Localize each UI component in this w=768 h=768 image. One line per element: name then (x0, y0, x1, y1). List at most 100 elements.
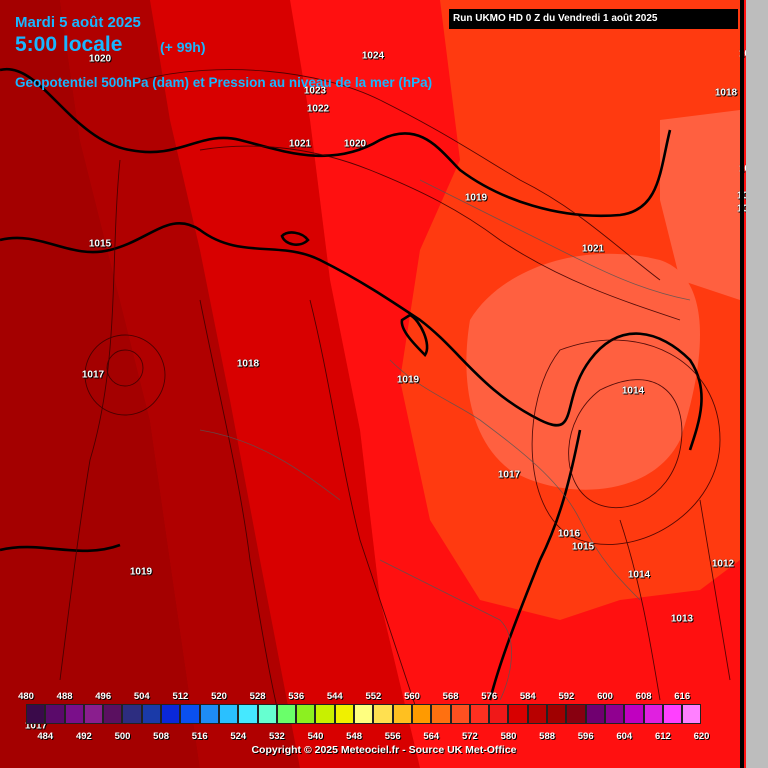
legend-bottom-label: 604 (616, 731, 633, 742)
geopotential-contours (0, 67, 703, 701)
contour-thick-2 (0, 222, 703, 451)
pressure-label: 1018 (714, 87, 738, 99)
legend-top-label: 600 (597, 691, 613, 702)
legend-swatch (373, 704, 393, 724)
legend-swatch (296, 704, 316, 724)
legend-bottom-label: 564 (423, 731, 440, 742)
isobar-low-west-outer (84, 334, 166, 416)
legend-bottom-label: 580 (500, 731, 517, 742)
legend-top-label: 584 (519, 691, 536, 702)
isobar-1 (139, 69, 661, 281)
right-scroll-strip (746, 0, 768, 768)
isobar-9 (699, 499, 731, 681)
pressure-label: 1022 (306, 103, 330, 115)
isobar-7 (531, 339, 721, 545)
contour-thick-6 (280, 231, 310, 246)
legend-top-label: 616 (674, 691, 691, 702)
legend-swatch (141, 704, 162, 724)
pressure-label: 1015 (571, 541, 595, 553)
field-588-mid (150, 0, 420, 768)
legend-swatch (218, 704, 239, 724)
contour-thick-1 (0, 67, 672, 217)
legend-swatch (180, 704, 200, 724)
pressure-label: 1020 (343, 138, 367, 150)
legend-bottom-label: 524 (230, 731, 247, 742)
forecast-local-time: 5:00 locale (15, 33, 123, 56)
pressure-label: 1024 (361, 50, 385, 62)
legend-top-label: 576 (481, 691, 498, 702)
pressure-label: 1021 (581, 243, 605, 255)
legend-bottom-label: 516 (191, 731, 208, 742)
legend-swatch (238, 704, 258, 724)
legend-bottom-label: 596 (577, 731, 594, 742)
isobar-6 (568, 379, 683, 509)
parameter-title: Geopotentiel 500hPa (dam) et Pression au… (15, 75, 433, 90)
legend-top-label: 568 (442, 691, 459, 702)
forecast-date: Mardi 5 août 2025 (15, 14, 141, 31)
legend-top-label: 488 (56, 691, 73, 702)
legend-swatch (411, 704, 432, 724)
legend-top-label: 536 (288, 691, 305, 702)
legend-swatch (257, 704, 277, 724)
pressure-label: 1019 (464, 192, 488, 204)
pressure-label: 1017 (24, 720, 48, 732)
legend-top-label: 544 (326, 691, 343, 702)
pressure-label: 1018 (236, 358, 260, 370)
legend-bottom-label: 620 (693, 731, 710, 742)
legend-bottom-label: 508 (153, 731, 170, 742)
field-584 (60, 0, 300, 768)
legend-swatch (392, 704, 412, 724)
legend-bottom-label: 540 (307, 731, 324, 742)
legend-swatch (26, 704, 46, 724)
coastline-2 (389, 359, 641, 601)
legend-bottom-label: 532 (268, 731, 285, 742)
legend-top-label: 608 (635, 691, 652, 702)
legend-bottom-label: 484 (37, 731, 54, 742)
legend-bottom-label: 612 (654, 731, 671, 742)
legend-swatch (508, 704, 528, 724)
coastlines (199, 179, 691, 701)
legend-top-label: 528 (249, 691, 266, 702)
legend-swatch (469, 704, 490, 724)
legend-swatch (566, 704, 586, 724)
pressure-label: 1020 (88, 53, 112, 65)
coastline-4 (199, 429, 341, 501)
legend-swatch (64, 704, 84, 724)
isobar-4 (199, 299, 281, 721)
legend-top-label: 592 (558, 691, 575, 702)
legend-swatch (276, 704, 297, 724)
legend-bottom-label: 556 (384, 731, 401, 742)
legend-swatch (334, 704, 355, 724)
contour-thick-3 (488, 429, 582, 701)
legend-swatch (450, 704, 470, 724)
legend-top-label: 504 (133, 691, 150, 702)
legend-swatch (547, 704, 567, 724)
pressure-label: 1021 (288, 138, 312, 150)
legend-top-label: 480 (18, 691, 34, 702)
legend-top-label: 560 (404, 691, 420, 702)
legend-top-label: 496 (95, 691, 112, 702)
field-580-west (0, 0, 200, 768)
pressure-label: 1017 (81, 369, 105, 381)
legend-swatch (83, 704, 104, 724)
pressure-label: 1014 (627, 569, 651, 581)
legend-swatch (45, 704, 65, 724)
pressure-label: 1014 (621, 385, 645, 397)
legend-bottom-label: 572 (461, 731, 478, 742)
legend-swatch (662, 704, 683, 724)
field-600-ne (660, 110, 740, 300)
legend-swatch (604, 704, 625, 724)
legend-swatch (122, 704, 142, 724)
legend-swatch (489, 704, 509, 724)
pressure-label: 1023 (303, 85, 327, 97)
legend-swatch (431, 704, 451, 724)
legend-swatch (682, 704, 702, 724)
legend-swatch (527, 704, 548, 724)
coastline-3 (379, 559, 512, 701)
legend-swatch (315, 704, 335, 724)
lead-time: (+ 99h) (160, 39, 206, 55)
pressure-label: 1013 (670, 613, 694, 625)
legend-swatch (354, 704, 374, 724)
